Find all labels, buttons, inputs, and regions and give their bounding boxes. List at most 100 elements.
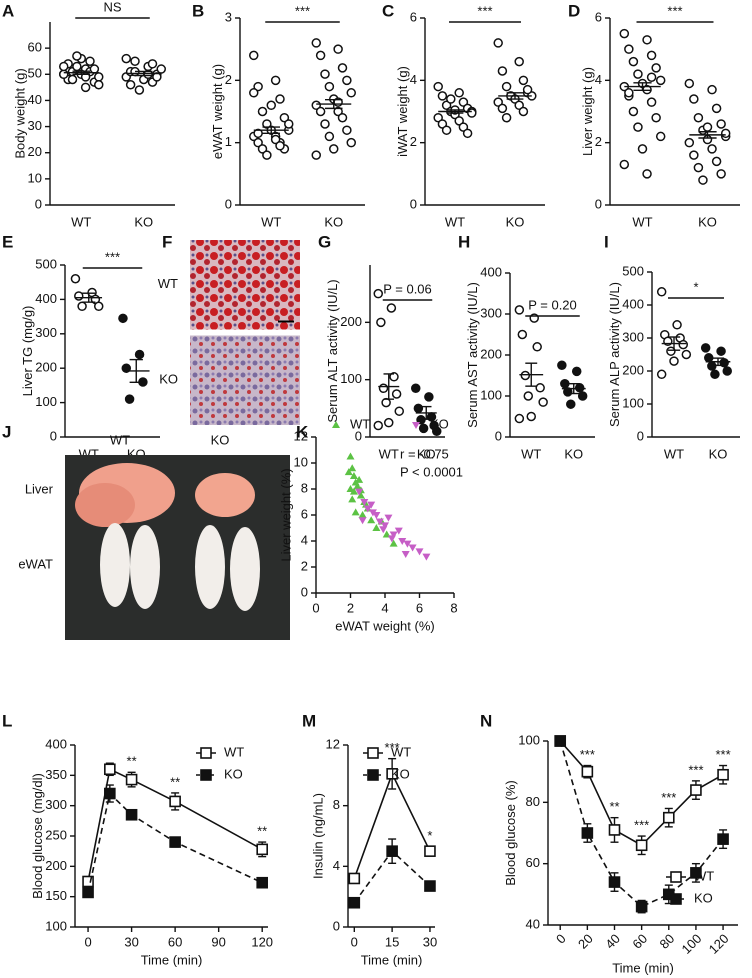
data-point	[125, 79, 136, 90]
data-point	[257, 106, 268, 117]
data-point	[518, 75, 529, 86]
y-tick-label: 500	[35, 256, 57, 271]
y-axis-label: Liver TG (mg/g)	[20, 306, 35, 397]
data-point	[716, 346, 726, 356]
liver-wt	[75, 483, 135, 527]
y-tick-label: 8	[301, 480, 308, 495]
data-point	[437, 91, 448, 101]
data-point	[324, 81, 335, 92]
legend-label: KO	[694, 890, 713, 905]
data-point	[637, 144, 648, 154]
data-point	[458, 97, 469, 107]
y-tick-label: 50	[28, 66, 42, 81]
data-point	[311, 38, 321, 48]
panel-letter: A	[2, 1, 14, 20]
data-point	[386, 768, 398, 780]
x-tick-label: 60	[629, 931, 650, 952]
data-point	[348, 495, 357, 503]
data-point	[401, 551, 410, 558]
data-point	[424, 392, 434, 402]
significance-label: ***	[667, 3, 682, 18]
data-point	[646, 72, 657, 82]
data-point	[169, 836, 181, 848]
data-point	[722, 366, 732, 376]
data-point	[351, 508, 360, 516]
y-axis-label: Blood glucose (%)	[503, 780, 518, 886]
y-tick-label: 2	[410, 134, 417, 149]
y-tick-label: 8	[333, 797, 340, 812]
y-tick-label: 0	[410, 196, 417, 211]
data-point	[386, 303, 397, 313]
y-tick-label: 0	[35, 196, 42, 211]
data-point	[257, 144, 268, 154]
image-label: WT	[158, 276, 178, 291]
data-point	[279, 112, 290, 123]
data-point	[253, 137, 263, 148]
data-point	[367, 501, 376, 509]
data-point	[262, 119, 272, 129]
data-point	[408, 544, 417, 552]
data-point	[266, 100, 276, 111]
data-point	[693, 162, 704, 173]
data-point	[348, 872, 361, 885]
data-point	[253, 81, 263, 92]
y-tick-label: 200	[340, 314, 362, 329]
significance-label: ***	[661, 790, 676, 805]
y-tick-label: 2	[595, 134, 602, 149]
data-point	[462, 128, 473, 139]
data-point	[526, 411, 536, 422]
y-tick-label: 1	[225, 134, 232, 149]
y-tick-label: 100	[340, 371, 362, 386]
x-tick-label: WT	[664, 446, 684, 461]
data-point	[348, 896, 361, 909]
data-point	[349, 472, 358, 479]
data-point	[124, 394, 135, 404]
x-axis-label: Time (min)	[141, 952, 203, 967]
x-tick-label: WT	[71, 214, 91, 229]
data-point	[454, 88, 464, 98]
data-point	[368, 509, 377, 517]
y-tick-label: 60	[28, 40, 42, 55]
data-point	[379, 526, 388, 534]
data-point	[342, 125, 352, 135]
data-point	[633, 122, 643, 132]
x-tick-label: WT	[521, 446, 541, 461]
x-tick-label: 0	[553, 931, 569, 947]
y-tick-label: 300	[35, 325, 57, 340]
y-tick-label: 300	[480, 305, 502, 320]
data-point	[690, 784, 702, 796]
data-point	[67, 74, 78, 85]
data-point	[514, 413, 525, 424]
data-point	[720, 128, 731, 139]
significance-label: P = 0.20	[528, 297, 577, 312]
y-tick-label: 4	[301, 532, 308, 547]
ewat	[195, 525, 225, 609]
data-point	[581, 827, 594, 839]
y-tick-label: 4	[410, 72, 417, 87]
data-point	[608, 824, 621, 836]
panel-letter: C	[382, 1, 394, 20]
data-point	[656, 287, 667, 297]
data-point	[376, 317, 386, 328]
data-point	[458, 122, 469, 132]
significance-label: *	[693, 279, 698, 294]
data-point	[134, 349, 145, 360]
data-point	[710, 369, 720, 380]
data-point	[324, 131, 335, 142]
data-point	[646, 97, 657, 107]
data-point	[384, 514, 393, 522]
data-point	[125, 773, 138, 786]
data-point	[441, 125, 452, 135]
data-point	[501, 112, 512, 123]
data-point	[381, 522, 389, 530]
legend-marker	[670, 871, 682, 883]
data-point	[651, 63, 661, 73]
significance-label: P = 0.06	[383, 281, 432, 296]
data-point	[698, 175, 708, 185]
data-point	[349, 487, 358, 495]
data-point	[413, 403, 424, 414]
ewat	[100, 523, 130, 607]
significance-label: ***	[105, 249, 120, 264]
data-point	[387, 535, 396, 543]
significance-label: *	[427, 828, 432, 843]
